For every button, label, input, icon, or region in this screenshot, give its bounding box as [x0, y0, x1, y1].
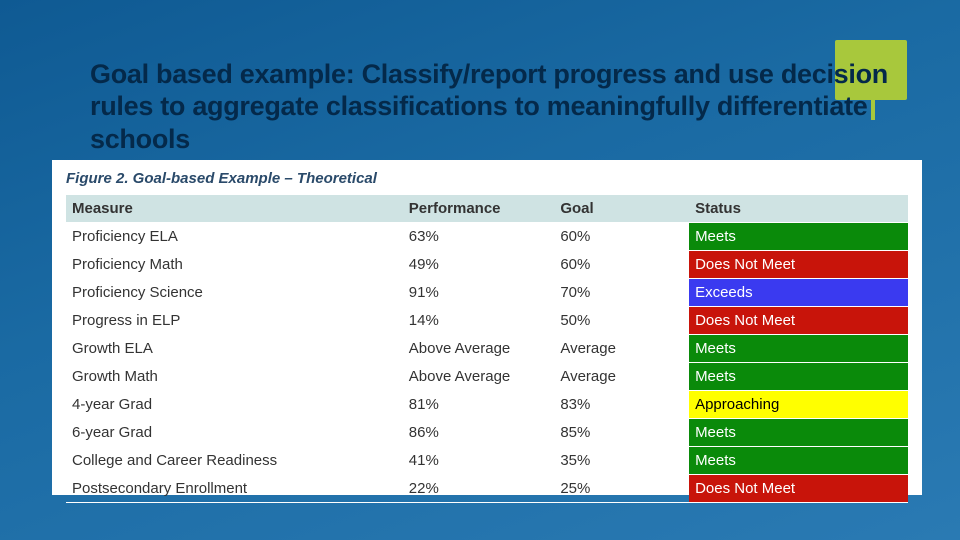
col-header-performance: Performance [403, 195, 555, 223]
table-row: Postsecondary Enrollment22%25%Does Not M… [66, 475, 908, 503]
cell-measure: Proficiency Science [66, 279, 403, 307]
table-row: Growth MathAbove AverageAverageMeets [66, 363, 908, 391]
table-row: Progress in ELP14%50%Does Not Meet [66, 307, 908, 335]
cell-measure: Growth ELA [66, 335, 403, 363]
col-header-measure: Measure [66, 195, 403, 223]
cell-measure: Proficiency ELA [66, 223, 403, 251]
cell-goal: 25% [554, 475, 689, 503]
cell-performance: 22% [403, 475, 555, 503]
cell-performance: 14% [403, 307, 555, 335]
cell-measure: Growth Math [66, 363, 403, 391]
table-body: Proficiency ELA63%60%MeetsProficiency Ma… [66, 223, 908, 503]
cell-measure: 4-year Grad [66, 391, 403, 419]
cell-performance: 49% [403, 251, 555, 279]
cell-performance: 41% [403, 447, 555, 475]
cell-status: Meets [689, 363, 908, 391]
cell-goal: 60% [554, 251, 689, 279]
cell-measure: Proficiency Math [66, 251, 403, 279]
cell-goal: Average [554, 335, 689, 363]
cell-measure: Postsecondary Enrollment [66, 475, 403, 503]
table-row: 6-year Grad86%85%Meets [66, 419, 908, 447]
cell-status: Meets [689, 419, 908, 447]
table-row: Growth ELAAbove AverageAverageMeets [66, 335, 908, 363]
col-header-goal: Goal [554, 195, 689, 223]
cell-goal: 70% [554, 279, 689, 307]
table-row: Proficiency Math49%60%Does Not Meet [66, 251, 908, 279]
cell-performance: 81% [403, 391, 555, 419]
table-row: Proficiency Science91%70%Exceeds [66, 279, 908, 307]
cell-performance: Above Average [403, 335, 555, 363]
cell-measure: Progress in ELP [66, 307, 403, 335]
table-header-row: Measure Performance Goal Status [66, 195, 908, 223]
cell-status: Does Not Meet [689, 251, 908, 279]
table-row: Proficiency ELA63%60%Meets [66, 223, 908, 251]
figure-panel: Figure 2. Goal-based Example – Theoretic… [52, 160, 922, 495]
cell-goal: 60% [554, 223, 689, 251]
cell-goal: 85% [554, 419, 689, 447]
cell-performance: Above Average [403, 363, 555, 391]
cell-status: Meets [689, 447, 908, 475]
cell-goal: Average [554, 363, 689, 391]
slide: Goal based example: Classify/report prog… [0, 0, 960, 540]
cell-measure: 6-year Grad [66, 419, 403, 447]
cell-goal: 83% [554, 391, 689, 419]
cell-status: Approaching [689, 391, 908, 419]
cell-status: Meets [689, 223, 908, 251]
cell-status: Meets [689, 335, 908, 363]
cell-goal: 35% [554, 447, 689, 475]
slide-title: Goal based example: Classify/report prog… [90, 58, 890, 155]
cell-goal: 50% [554, 307, 689, 335]
cell-measure: College and Career Readiness [66, 447, 403, 475]
table-row: College and Career Readiness41%35%Meets [66, 447, 908, 475]
cell-status: Exceeds [689, 279, 908, 307]
cell-performance: 86% [403, 419, 555, 447]
cell-status: Does Not Meet [689, 307, 908, 335]
table-row: 4-year Grad81%83%Approaching [66, 391, 908, 419]
figure-caption: Figure 2. Goal-based Example – Theoretic… [66, 170, 908, 187]
col-header-status: Status [689, 195, 908, 223]
cell-performance: 91% [403, 279, 555, 307]
cell-status: Does Not Meet [689, 475, 908, 503]
goal-table: Measure Performance Goal Status Proficie… [66, 195, 908, 503]
cell-performance: 63% [403, 223, 555, 251]
